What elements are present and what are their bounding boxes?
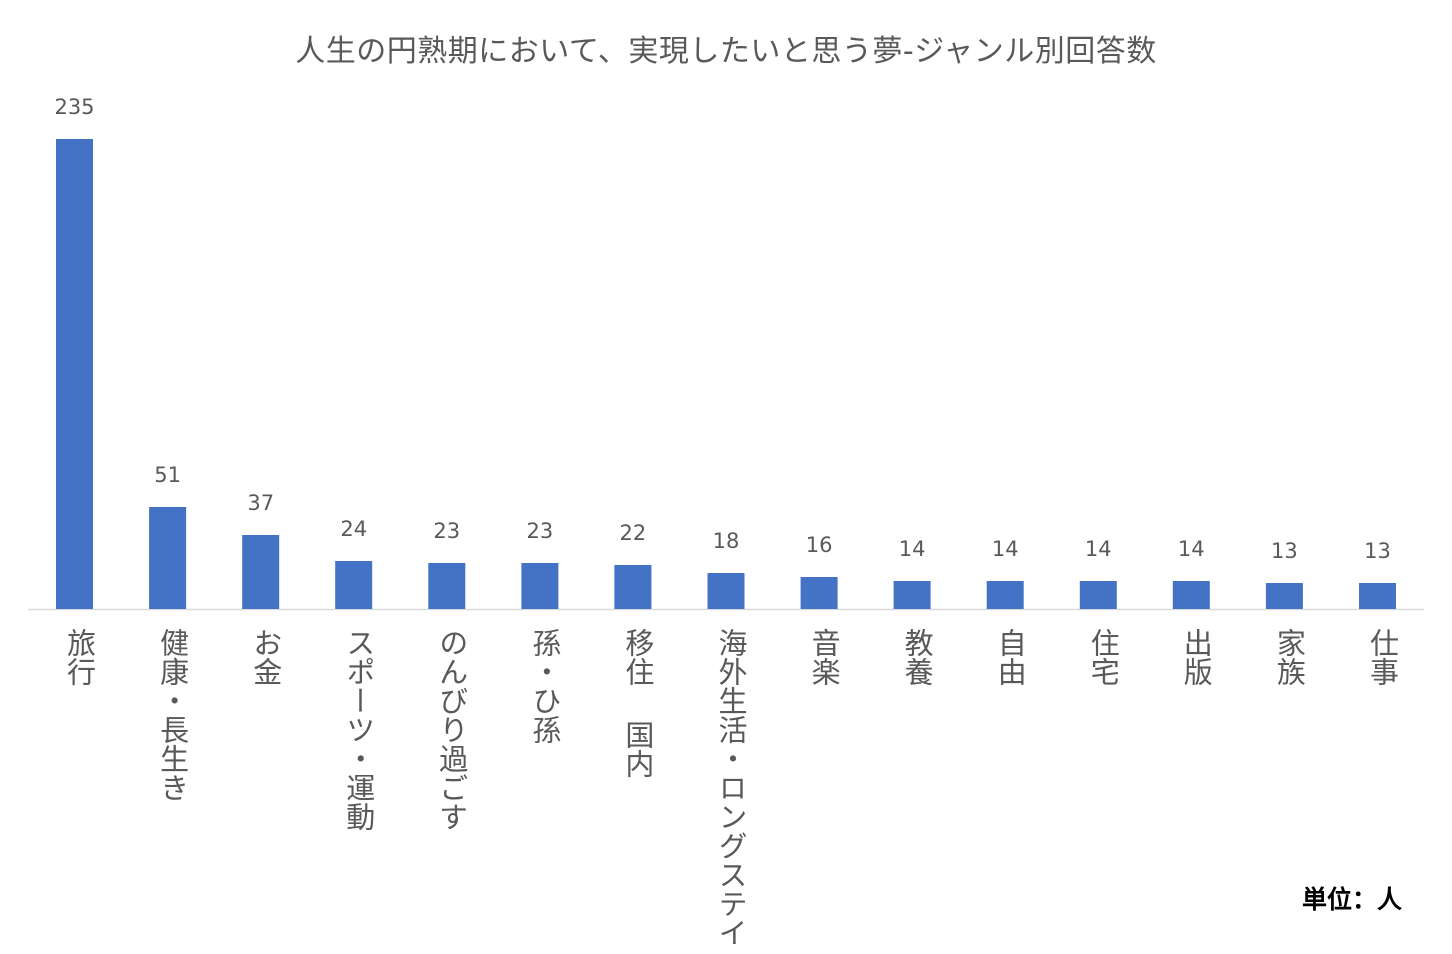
category-label: 海外生活・ロングステイ [714, 628, 748, 947]
bar [335, 561, 373, 609]
data-label: 24 [340, 517, 367, 541]
data-label: 51 [154, 463, 181, 487]
data-label: 16 [806, 533, 833, 557]
bar [614, 565, 652, 609]
category-label: 教養 [900, 628, 935, 686]
category-label: スポーツ・運動 [341, 628, 376, 831]
data-label: 13 [1271, 539, 1298, 563]
data-label: 22 [620, 521, 647, 545]
category-label: のんびり過ごす [434, 628, 469, 831]
bar [56, 139, 93, 609]
category-label: 住宅 [1086, 628, 1121, 686]
data-label: 14 [1178, 537, 1205, 561]
unit-label: 単位：人 [1301, 885, 1402, 914]
data-label: 23 [433, 519, 460, 543]
bar [428, 563, 466, 609]
chart-title: 人生の円熟期において、実現したいと思う夢-ジャンル別回答数 [295, 34, 1157, 69]
category-label: 音楽 [807, 628, 842, 686]
bar [1265, 583, 1303, 609]
category-label: お金 [248, 628, 283, 686]
data-label: 18 [713, 529, 740, 553]
bar [800, 577, 838, 609]
category-label: 旅行 [62, 628, 97, 686]
category-label: 健康・長生き [155, 628, 190, 802]
bar [986, 581, 1024, 609]
bar [149, 507, 187, 609]
bar [242, 535, 280, 609]
bar [1359, 583, 1396, 609]
bar [707, 573, 745, 609]
data-label: 13 [1364, 539, 1391, 563]
bar [521, 563, 559, 609]
data-label: 23 [527, 519, 554, 543]
category-label: 孫・ひ孫 [527, 628, 562, 744]
category-label: 仕事 [1365, 628, 1400, 686]
data-label: 37 [247, 491, 274, 515]
bar [893, 581, 931, 609]
data-label: 235 [54, 95, 94, 119]
category-label: 移住 国内 [620, 628, 655, 778]
category-label: 家族 [1272, 628, 1307, 686]
category-label: 出版 [1179, 628, 1214, 686]
data-label: 14 [1085, 537, 1112, 561]
data-label: 14 [992, 537, 1019, 561]
bar [1172, 581, 1210, 609]
bar [1079, 581, 1117, 609]
data-label: 14 [899, 537, 926, 561]
category-label: 自由 [993, 628, 1028, 686]
